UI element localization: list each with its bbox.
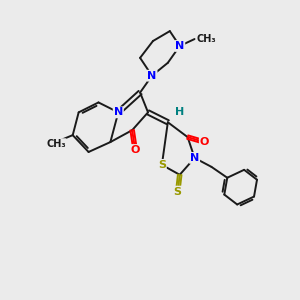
Text: CH₃: CH₃ [196, 34, 216, 44]
Text: N: N [190, 153, 199, 163]
Text: S: S [174, 187, 182, 196]
Text: N: N [114, 107, 123, 117]
Text: S: S [158, 160, 166, 170]
Text: N: N [175, 41, 184, 51]
Text: N: N [147, 71, 157, 81]
Text: H: H [175, 107, 184, 117]
Text: O: O [130, 145, 140, 155]
Text: CH₃: CH₃ [46, 139, 66, 149]
Text: O: O [200, 137, 209, 147]
